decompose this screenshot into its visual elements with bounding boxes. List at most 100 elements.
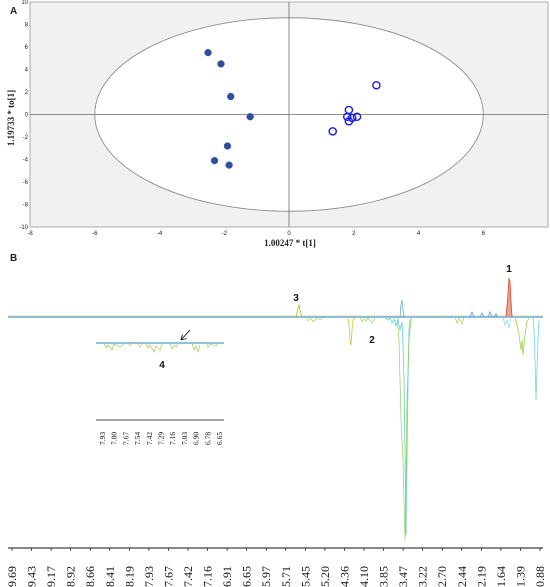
group-1-point xyxy=(223,142,232,150)
x-tick-label: -8 xyxy=(27,231,33,237)
panel-b-nmr: 7.93 7.80 7.67 7.54 7.42 7.29 7.16 7.03 6.90 6.78… xyxy=(5,264,547,587)
inset-tick-label: 7.93 xyxy=(98,432,107,445)
group-1-point xyxy=(225,161,233,169)
inset-tick-label: 7.29 xyxy=(157,432,166,445)
nmr-tick-label: 2.44 xyxy=(455,566,469,587)
inset-peaks xyxy=(103,342,219,354)
y-tick-label: 8 xyxy=(25,23,29,29)
y-tick-label: -2 xyxy=(23,135,29,141)
x-tick-label: 6 xyxy=(482,231,486,237)
peak-label-2: 2 xyxy=(369,335,375,346)
group-2-point xyxy=(372,80,381,90)
negative-2.0 xyxy=(454,316,465,325)
y-tick-label: 10 xyxy=(21,0,28,6)
nmr-tick-label: 2.70 xyxy=(435,566,449,587)
arrow-icon xyxy=(180,334,187,341)
negative-4.10 xyxy=(347,316,356,346)
nmr-tick-label: 2.19 xyxy=(474,566,488,587)
aromatic-inset: 7.93 7.80 7.67 7.54 7.42 7.29 7.16 7.03 6.90 6.78… xyxy=(96,329,224,445)
nmr-tick-label: 9.43 xyxy=(25,566,39,587)
group-2-point xyxy=(344,116,354,126)
inset-peaks-2 xyxy=(127,342,143,348)
arrow-shaft xyxy=(180,329,191,341)
scatter-points xyxy=(204,48,381,169)
x-tick-label: 4 xyxy=(417,231,421,237)
nmr-tick-label: 6.91 xyxy=(220,566,234,587)
nmr-tick-label: 3.47 xyxy=(396,566,410,587)
nmr-tick-label: 5.97 xyxy=(259,566,273,587)
deep-negative-peak xyxy=(384,316,413,536)
nmr-tick-label: 5.45 xyxy=(298,566,312,587)
group-1-point xyxy=(204,48,212,57)
y-tick-label: 0 xyxy=(25,113,29,119)
nmr-tick-label: 1.39 xyxy=(513,566,527,587)
inset-tick-label: 6.90 xyxy=(192,432,201,445)
negative-1.4 xyxy=(502,316,512,329)
inset-tick-label: 7.42 xyxy=(145,432,154,445)
group-1-point xyxy=(217,60,225,68)
inset-tick-label: 7.80 xyxy=(110,432,119,445)
nmr-tick-label: 7.93 xyxy=(142,566,156,587)
nmr-tick-label: 8.41 xyxy=(103,566,117,587)
peak-label-3: 3 xyxy=(293,293,299,304)
group-1-point xyxy=(246,113,254,121)
negative-1.6 xyxy=(514,316,530,356)
panel-b-label: B xyxy=(10,253,17,264)
nmr-tick-label: 9.69 xyxy=(5,566,19,587)
nmr-tick-label: 0.88 xyxy=(533,566,547,587)
negative-0.9 xyxy=(532,316,540,401)
y-tick-label: 2 xyxy=(25,90,29,96)
nmr-tick-label: 7.42 xyxy=(181,566,195,587)
group-1-point xyxy=(210,156,219,165)
x-tick-label: 0 xyxy=(287,231,291,237)
group-2-point xyxy=(352,112,362,122)
inset-tick-label: 6.78 xyxy=(203,432,212,445)
x-ticks: -8 -6 -4 -2 0 2 4 6 xyxy=(27,231,485,237)
y-tick-label: -10 xyxy=(19,225,28,231)
nmr-tick-label: 9.17 xyxy=(44,566,58,587)
small-positive-near-3 xyxy=(399,299,405,318)
peak-labels: 1 2 3 4 xyxy=(159,264,512,371)
x-tick-label: 2 xyxy=(352,231,356,237)
x-tick-label: -6 xyxy=(92,231,98,237)
group-2-point xyxy=(328,127,338,136)
nmr-tick-label: 4.10 xyxy=(357,566,371,587)
peak-label-1: 1 xyxy=(506,264,512,275)
inset-tick-label: 7.67 xyxy=(121,432,130,445)
group-2-point xyxy=(342,112,352,122)
inset-tick-label: 6.65 xyxy=(215,432,224,445)
nmr-tick-label: 3.85 xyxy=(377,566,391,587)
panel-a-label: A xyxy=(10,6,17,17)
y-tick-label: 6 xyxy=(25,45,29,51)
y-axis-title: 1.19733 * to[1] xyxy=(6,90,16,146)
y-tick-label: -4 xyxy=(23,158,29,164)
minor-peaks-right xyxy=(469,310,499,318)
x-tick-label: -4 xyxy=(157,231,163,237)
group-1-point xyxy=(227,92,235,101)
inset-tick-label: 7.16 xyxy=(168,432,177,445)
nmr-tick-label: 4.36 xyxy=(337,566,351,587)
nmr-tick-label: 7.67 xyxy=(161,566,175,587)
nmr-tick-label: 1.64 xyxy=(494,566,508,587)
y-tick-label: -6 xyxy=(23,180,29,186)
y-tick-label: -8 xyxy=(23,203,29,209)
negative-5.2 xyxy=(305,316,325,323)
inset-x-ticks: 7.93 7.80 7.67 7.54 7.42 7.29 7.16 7.03 6.90 6.78… xyxy=(98,432,224,445)
peak-3 xyxy=(295,303,303,318)
deep-negative-peak-2 xyxy=(396,316,412,541)
nmr-tick-label: 8.19 xyxy=(122,566,136,587)
nmr-tick-label: 5.71 xyxy=(279,566,293,587)
y-tick-label: 4 xyxy=(25,68,29,74)
inset-tick-label: 7.03 xyxy=(180,432,189,445)
peak-1 xyxy=(505,277,513,318)
x-axis-title: 1.00247 * t[1] xyxy=(264,238,316,248)
y-ticks: 10 8 6 4 2 0 -2 -4 -6 -8 -10 xyxy=(19,0,28,231)
nmr-tick-label: 6.65 xyxy=(240,566,254,587)
nmr-tick-label: 8.92 xyxy=(64,566,78,587)
nmr-tick-label: 7.16 xyxy=(201,566,215,587)
x-tick-label: -2 xyxy=(222,231,228,237)
nmr-tick-label: 5.20 xyxy=(318,566,332,587)
nmr-tick-label: 8.66 xyxy=(83,566,97,587)
